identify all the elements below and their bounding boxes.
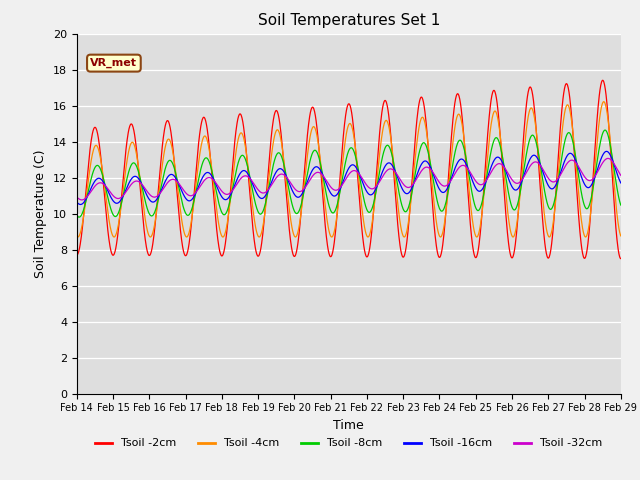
Y-axis label: Soil Temperature (C): Soil Temperature (C) [35,149,47,278]
Legend: Tsoil -2cm, Tsoil -4cm, Tsoil -8cm, Tsoil -16cm, Tsoil -32cm: Tsoil -2cm, Tsoil -4cm, Tsoil -8cm, Tsoi… [91,434,607,453]
Text: VR_met: VR_met [90,58,138,68]
Title: Soil Temperatures Set 1: Soil Temperatures Set 1 [258,13,440,28]
X-axis label: Time: Time [333,419,364,432]
